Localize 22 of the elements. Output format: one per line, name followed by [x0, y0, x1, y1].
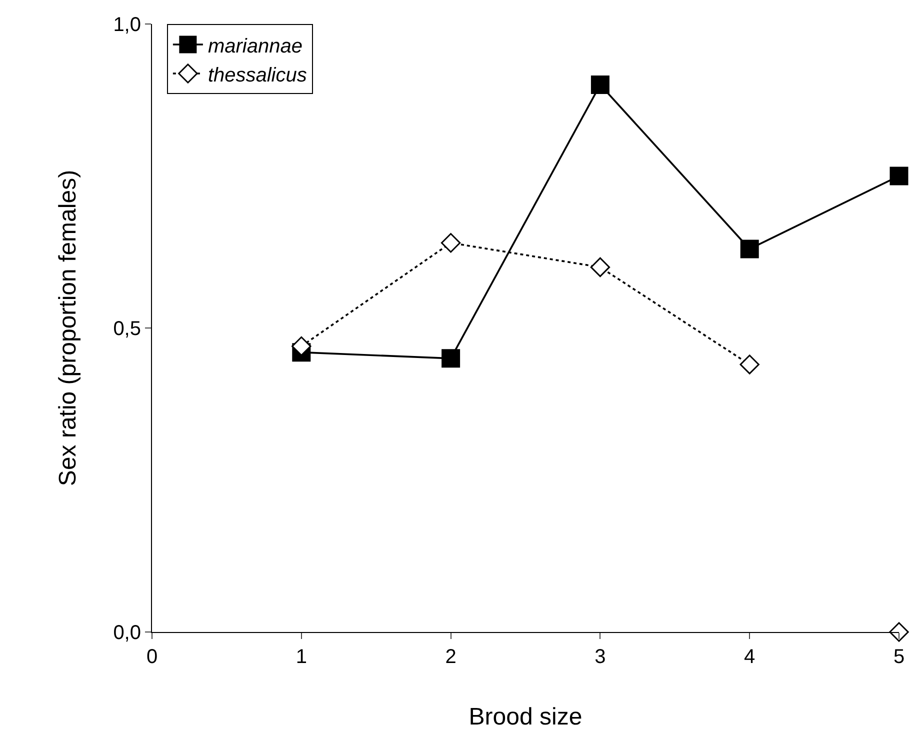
point: [590, 257, 610, 278]
legend-label: thessalicus: [208, 64, 307, 86]
point: [292, 336, 312, 356]
point: [740, 240, 759, 258]
x-tick-label: 0: [146, 646, 158, 668]
point: [890, 166, 908, 186]
x-tick-label: 3: [594, 646, 606, 668]
x-axis-title: Brood size: [468, 703, 582, 730]
y-tick-label: 0,0: [113, 622, 141, 644]
point: [889, 622, 909, 642]
x-tick-label: 1: [296, 646, 307, 668]
x-tick-label: 2: [445, 646, 456, 668]
point: [442, 349, 460, 368]
x-tick-label: 5: [893, 646, 905, 668]
x-tick-label: 4: [744, 646, 756, 668]
y-tick-label: 0,5: [113, 318, 141, 340]
legend-label: mariannae: [208, 35, 302, 58]
y-axis-title: Sex ratio (proportion females): [54, 170, 82, 486]
y-tick-label: 1,0: [113, 14, 141, 36]
point: [590, 76, 610, 94]
point: [440, 233, 461, 253]
point: [740, 354, 760, 374]
